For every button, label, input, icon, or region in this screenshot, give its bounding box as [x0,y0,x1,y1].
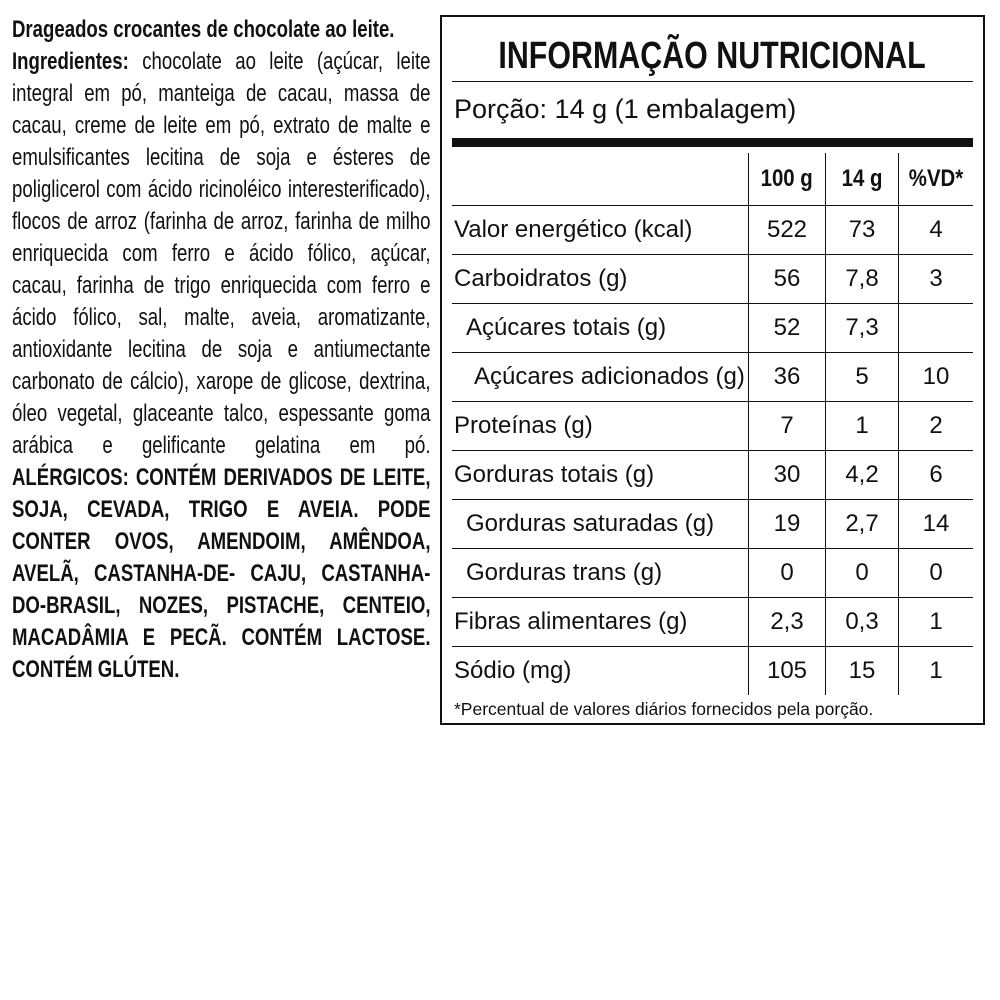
thick-divider [452,138,973,147]
value-14g: 2,7 [825,500,898,548]
ingredients-label: Ingredientes: [12,48,129,75]
value-14g: 0,3 [825,598,898,646]
nutrient-label: Açúcares adicionados (g) [474,363,745,390]
value-14g: 73 [825,206,898,254]
portion-size: Porção: 14 g (1 embalagem) [454,94,797,124]
value-vd: 10 [898,353,973,401]
header-vd: %VD* [898,153,973,205]
table-row: Valor energético (kcal) 522 73 4 [452,206,973,255]
value-100g: 52 [748,304,825,352]
value-vd: 1 [898,598,973,646]
nutrient-label: Gorduras totais (g) [454,461,655,488]
value-100g: 7 [748,402,825,450]
table-row: Gorduras trans (g) 0 0 0 [452,549,973,598]
value-vd: 0 [898,549,973,597]
value-vd: 4 [898,206,973,254]
nutrition-title: INFORMAÇÃO NUTRICIONAL [498,35,927,77]
value-14g: 1 [825,402,898,450]
header-14g: 14 g [825,153,898,205]
nutrient-label: Valor energético (kcal) [454,216,693,243]
nutrient-label: Carboidratos (g) [454,265,628,292]
value-100g: 30 [748,451,825,499]
nutrient-label: Sódio (mg) [454,657,572,684]
value-100g: 105 [748,647,825,695]
nutrient-label: Açúcares totais (g) [466,314,667,341]
value-14g: 7,8 [825,255,898,303]
header-100g: 100 g [748,153,825,205]
value-vd: 14 [898,500,973,548]
value-vd [898,304,973,352]
table-row: Proteínas (g) 7 1 2 [452,402,973,451]
value-100g: 36 [748,353,825,401]
allergens-warning: ALÉRGICOS: CONTÉM DERIVADOS DE LEITE, SO… [12,464,431,683]
value-100g: 56 [748,255,825,303]
ingredients-text-block: Drageados crocantes de chocolate ao leit… [12,14,996,736]
value-100g: 0 [748,549,825,597]
divider [452,81,973,82]
value-vd: 2 [898,402,973,450]
footnote: *Percentual de valores diários fornecido… [454,699,874,719]
nutrient-label: Proteínas (g) [454,412,593,439]
nutrient-label: Fibras alimentares (g) [454,608,688,635]
value-14g: 4,2 [825,451,898,499]
ingredients-list: chocolate ao leite (açúcar, leite integr… [12,48,431,459]
product-name: Drageados crocantes de chocolate ao leit… [12,16,395,43]
nutrient-label: Gorduras trans (g) [466,559,663,586]
value-14g: 7,3 [825,304,898,352]
table-row: Gorduras saturadas (g) 19 2,7 14 [452,500,973,549]
value-100g: 2,3 [748,598,825,646]
value-vd: 6 [898,451,973,499]
value-14g: 15 [825,647,898,695]
value-14g: 5 [825,353,898,401]
value-14g: 0 [825,549,898,597]
table-row: Gorduras totais (g) 30 4,2 6 [452,451,973,500]
value-vd: 3 [898,255,973,303]
header-row: 100 g 14 g %VD* [452,153,973,206]
table-row: Fibras alimentares (g) 2,3 0,3 1 [452,598,973,647]
value-100g: 19 [748,500,825,548]
nutrient-label: Gorduras saturadas (g) [466,510,715,537]
table-row: Açúcares totais (g) 52 7,3 [452,304,973,353]
value-vd: 1 [898,647,973,695]
table-row: Açúcares adicionados (g) 36 5 10 [452,353,973,402]
nutrition-facts-table: INFORMAÇÃO NUTRICIONAL Porção: 14 g (1 e… [440,15,985,725]
table-row: Carboidratos (g) 56 7,8 3 [452,255,973,304]
nutrition-grid: 100 g 14 g %VD* Valor energético (kcal) … [452,153,973,695]
table-row: Sódio (mg) 105 15 1 [452,647,973,695]
value-100g: 522 [748,206,825,254]
